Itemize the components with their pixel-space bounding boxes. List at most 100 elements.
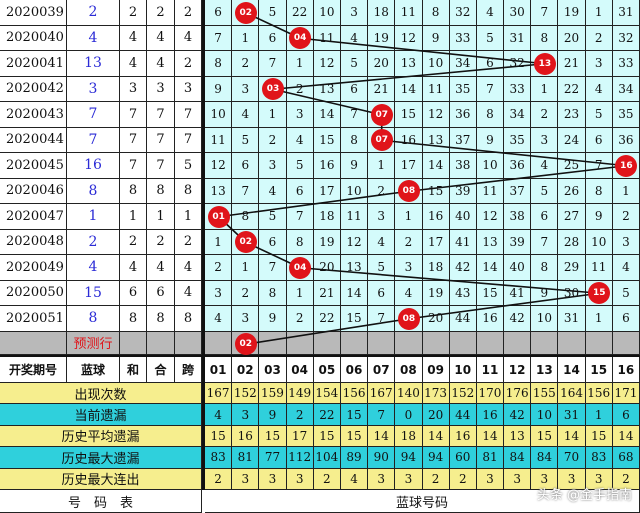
- miss-cell: 3: [286, 102, 314, 128]
- stat-value: 176: [504, 383, 532, 405]
- miss-cell: 42: [449, 255, 477, 281]
- miss-cell: 4: [476, 0, 505, 26]
- prediction-cell: [585, 331, 613, 355]
- stat-value: 6: [612, 404, 640, 426]
- stat-value: 60: [449, 447, 477, 469]
- prediction-cell: [313, 331, 341, 355]
- blue-ball-cell: 13: [67, 51, 120, 77]
- miss-cell: 19: [422, 280, 450, 306]
- miss-cell: 2: [286, 76, 314, 102]
- miss-cell: 4: [368, 229, 396, 255]
- stat-value: 77: [259, 447, 287, 469]
- miss-cell: 10: [313, 0, 341, 26]
- miss-cell: 39: [449, 178, 477, 204]
- miss-cell: 5: [476, 25, 505, 51]
- stat-value: 13: [504, 425, 532, 448]
- number-header-10: 10: [449, 357, 477, 383]
- miss-cell: 2: [585, 25, 613, 51]
- stat-value: 156: [585, 383, 613, 405]
- miss-cell: 14: [313, 102, 341, 128]
- miss-cell: 23: [558, 102, 586, 128]
- stat-value: 156: [340, 383, 369, 405]
- miss-cell: 7: [286, 204, 314, 230]
- miss-cell: 6: [259, 229, 287, 255]
- stat-value: 89: [340, 447, 369, 469]
- hit-ball: 01: [207, 205, 230, 228]
- miss-cell: 1: [286, 280, 314, 306]
- span-cell: 1: [175, 204, 202, 230]
- miss-cell: 22: [558, 76, 586, 102]
- miss-cell: 14: [395, 76, 423, 102]
- miss-cell: 36: [449, 102, 477, 128]
- mod-cell: 7: [147, 102, 175, 128]
- stat-value: 3: [531, 468, 559, 490]
- stat-value: 167: [205, 383, 233, 405]
- miss-cell: 13: [476, 229, 505, 255]
- miss-cell: 7: [259, 255, 287, 281]
- span-cell: 2: [175, 229, 202, 255]
- miss-cell: 9: [340, 153, 369, 179]
- stat-value: 44: [449, 404, 477, 426]
- number-header-15: 15: [585, 357, 613, 383]
- miss-cell: 5: [531, 178, 559, 204]
- miss-cell: 36: [504, 153, 532, 179]
- stat-value: 16: [476, 404, 505, 426]
- stat-value: 3: [232, 404, 260, 426]
- miss-cell: 3: [340, 0, 369, 26]
- miss-cell: 14: [476, 255, 505, 281]
- miss-cell: 4: [259, 178, 287, 204]
- miss-cell: 3: [368, 204, 396, 230]
- miss-cell: 13: [313, 76, 341, 102]
- miss-cell: 21: [558, 51, 586, 77]
- blue-ball-cell: 2: [67, 229, 120, 255]
- miss-cell: 3: [205, 280, 233, 306]
- miss-cell: 19: [558, 0, 586, 26]
- miss-cell: 17: [313, 178, 341, 204]
- miss-cell: 8: [531, 25, 559, 51]
- miss-cell: 27: [558, 204, 586, 230]
- footer-left: 号 码 表: [0, 490, 202, 513]
- miss-cell: 33: [612, 51, 640, 77]
- miss-cell: 7: [476, 76, 505, 102]
- blue-ball-cell: 4: [67, 255, 120, 281]
- miss-cell: 6: [232, 153, 260, 179]
- stat-label: 历史平均遗漏: [0, 425, 202, 448]
- miss-cell: 35: [504, 127, 532, 153]
- stat-value: 14: [476, 425, 505, 448]
- miss-cell: 8: [422, 0, 450, 26]
- miss-cell: 8: [585, 178, 613, 204]
- stat-value: 83: [585, 447, 613, 469]
- sum-cell: 6: [120, 280, 147, 306]
- miss-cell: 41: [449, 229, 477, 255]
- sum-cell: 7: [120, 102, 147, 128]
- stat-value: 3: [232, 468, 260, 490]
- stat-value: 94: [422, 447, 450, 469]
- divider: [0, 355, 640, 357]
- stat-value: 3: [286, 468, 314, 490]
- stat-value: 2: [313, 468, 341, 490]
- stat-value: 7: [368, 404, 396, 426]
- stat-value: 15: [340, 425, 369, 448]
- miss-cell: 11: [313, 25, 341, 51]
- miss-cell: 5: [340, 51, 369, 77]
- miss-cell: 8: [259, 280, 287, 306]
- miss-cell: 20: [368, 51, 396, 77]
- stat-value: 15: [531, 425, 559, 448]
- blue-ball-cell: 16: [67, 153, 120, 179]
- stat-value: 3: [504, 468, 532, 490]
- prediction-cell: [504, 331, 532, 355]
- stat-value: 15: [205, 425, 233, 448]
- period-cell: 2020049: [0, 255, 67, 281]
- miss-cell: 14: [340, 280, 369, 306]
- period-cell: 2020039: [0, 0, 67, 26]
- miss-cell: 9: [259, 306, 287, 332]
- miss-cell: 29: [558, 255, 586, 281]
- stat-value: 14: [558, 425, 586, 448]
- stat-label: 历史最大连出: [0, 468, 202, 490]
- period-cell: 2020042: [0, 76, 67, 102]
- miss-cell: 1: [585, 306, 613, 332]
- blue-ball-cell: 7: [67, 127, 120, 153]
- miss-cell: 17: [395, 153, 423, 179]
- prediction-cell: [259, 331, 287, 355]
- miss-cell: 3: [395, 255, 423, 281]
